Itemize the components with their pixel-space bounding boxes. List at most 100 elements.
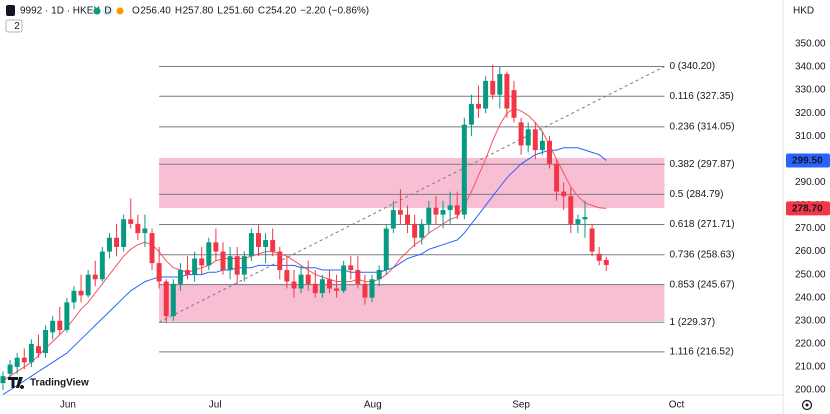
candle-body: [156, 263, 162, 282]
candle-body: [142, 228, 148, 234]
candle-body: [497, 73, 503, 95]
moving-average: [2, 147, 607, 396]
candle-body: [383, 228, 389, 271]
currency: HKD: [793, 6, 814, 17]
settings-icon[interactable]: [801, 399, 813, 411]
candle-body: [348, 265, 354, 271]
trendline: [158, 66, 665, 323]
y-tick-label: 350.00: [795, 39, 826, 50]
candle-body: [64, 302, 70, 331]
zone: [159, 283, 665, 322]
candle-body: [511, 90, 517, 118]
candle-body: [106, 237, 112, 252]
candle-body: [554, 163, 560, 192]
candle-body: [78, 290, 84, 296]
candle-body: [92, 274, 98, 280]
candle-body: [405, 214, 411, 224]
candle-body: [277, 251, 283, 271]
price-tag-label: 278.70: [792, 204, 823, 215]
candle-body: [334, 288, 340, 291]
price-tag: [786, 153, 830, 168]
x-tick-label: Oct: [669, 400, 685, 411]
logo-mark: [8, 377, 25, 389]
y-tick-label: 250.00: [795, 269, 826, 280]
y-tick-label: 290.00: [795, 177, 826, 188]
candle-body: [185, 270, 191, 275]
x-tick-label: Sep: [512, 400, 530, 411]
candle-body: [177, 270, 183, 284]
settings-icon-dot: [805, 403, 809, 407]
candle-body: [71, 290, 77, 303]
candle-body: [234, 256, 240, 275]
indicator-toggle[interactable]: [5, 19, 23, 33]
y-tick-label: 340.00: [795, 62, 826, 73]
candle-body: [397, 210, 403, 215]
candle-body: [483, 80, 489, 109]
candle-body: [561, 191, 567, 197]
fib-label: 0.236 (314.05): [669, 122, 734, 133]
candle-body: [575, 219, 581, 224]
fib-label: 0 (340.20): [669, 61, 715, 72]
fib-label: 1.116 (216.52): [669, 347, 733, 358]
candle-body: [376, 270, 382, 280]
candle-body: [582, 216, 588, 220]
candle-body: [291, 281, 297, 289]
settings[interactable]: [801, 399, 813, 411]
candle-body: [355, 270, 361, 284]
candle-body: [525, 129, 531, 146]
candle-body: [114, 237, 120, 247]
candle-body: [227, 256, 233, 271]
badge: [103, 6, 113, 16]
candle-body: [298, 274, 304, 289]
fib-label: 0.618 (271.71): [669, 219, 734, 230]
candle-body: [121, 219, 127, 247]
y-tick-label: 260.00: [795, 246, 826, 257]
candle-body: [135, 223, 141, 234]
candle-body: [99, 251, 105, 280]
y-tick-label: 330.00: [795, 85, 826, 96]
candle-body: [440, 210, 446, 215]
ohlc-key: L: [217, 6, 223, 17]
ohlc-value: 257.80: [183, 6, 214, 17]
x-tick-label: Aug: [364, 400, 382, 411]
candle-body: [419, 223, 425, 238]
candle-body: [57, 320, 63, 331]
symbol-icon: [6, 5, 15, 16]
candle-body: [220, 251, 226, 271]
y-tick-label: 310.00: [795, 131, 826, 142]
fib-label: 1 (229.37): [669, 317, 715, 328]
ohlc-value: 251.60: [223, 6, 254, 17]
indicator-count: 2: [14, 21, 20, 32]
candle-body: [7, 364, 13, 374]
candle-body: [596, 253, 602, 261]
candle-body: [14, 357, 20, 367]
candle-body: [547, 140, 552, 164]
y-tick-label: 230.00: [795, 315, 826, 326]
ohlc-key: O: [132, 6, 140, 17]
brand: TradingView: [30, 378, 89, 389]
price-tag-label: 299.50: [792, 156, 823, 167]
ohlc-value: 256.40: [140, 6, 171, 17]
candle-body: [128, 219, 134, 224]
candle-body: [0, 376, 6, 384]
candle-body: [568, 196, 574, 224]
status-dot: [116, 7, 124, 15]
candle-body: [539, 140, 545, 151]
candle-body: [518, 122, 524, 146]
candle-body: [256, 233, 261, 247]
candle-body: [263, 240, 269, 247]
candle-body: [433, 207, 439, 215]
candle-body: [206, 242, 212, 266]
candle-body: [85, 274, 91, 296]
candle-body: [447, 205, 453, 211]
candle-body: [603, 259, 609, 265]
y-tick-label: 210.00: [795, 362, 826, 373]
candle-body: [284, 270, 290, 282]
candle-body: [163, 281, 169, 317]
candle-body: [454, 205, 460, 215]
fib-label: 0.116 (327.35): [669, 91, 733, 102]
plot-area: 0 (340.20) 0.116 (327.35) 0.236 (314.05) 0.…: [0, 61, 735, 396]
ohlc-key: H: [175, 6, 182, 17]
